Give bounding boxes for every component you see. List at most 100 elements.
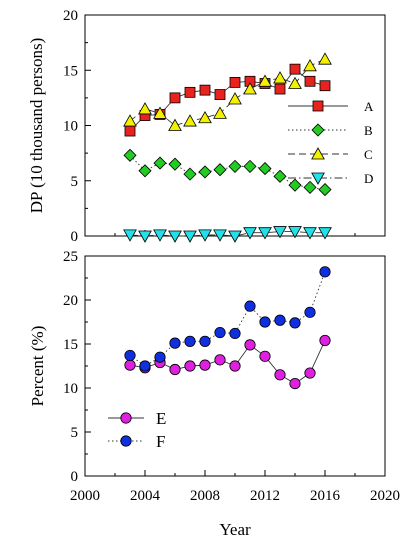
legend-marker-F xyxy=(120,435,132,447)
data-point-A xyxy=(304,75,316,87)
x-tick-label: 2004 xyxy=(130,488,161,504)
data-point-C xyxy=(258,74,272,87)
data-point-D xyxy=(168,230,182,243)
data-point-B xyxy=(228,159,242,173)
data-point-E xyxy=(229,360,241,372)
y-tick-label: 15 xyxy=(63,63,78,79)
data-point-C xyxy=(318,52,332,65)
y-axis-label: DP (10 thousand persons) xyxy=(27,38,46,214)
data-point-F xyxy=(199,335,211,347)
data-point-A xyxy=(319,80,331,92)
data-point-F xyxy=(154,351,166,363)
data-point-F xyxy=(214,326,226,339)
data-point-B xyxy=(153,156,167,170)
data-point-E xyxy=(124,359,136,371)
y-tick-label: 20 xyxy=(63,293,78,309)
y-tick-label: 10 xyxy=(63,119,78,135)
data-point-D xyxy=(138,230,152,243)
legend-label-B: B xyxy=(364,123,373,138)
data-point-F xyxy=(244,300,256,312)
x-tick-label: 2012 xyxy=(250,488,280,504)
data-point-C xyxy=(228,92,242,105)
x-tick-label: 2000 xyxy=(70,488,100,504)
data-point-B xyxy=(138,164,152,178)
data-point-C xyxy=(198,110,212,124)
legend-label-F: F xyxy=(156,432,165,451)
data-point-E xyxy=(304,367,316,379)
data-point-D xyxy=(198,229,212,242)
data-point-F xyxy=(124,349,136,362)
data-point-B xyxy=(243,159,257,173)
data-point-E xyxy=(169,363,181,376)
data-point-E xyxy=(319,334,331,347)
data-point-A xyxy=(169,92,181,104)
data-point-D xyxy=(318,227,332,240)
x-tick-label: 2008 xyxy=(190,488,220,504)
y-tick-label: 25 xyxy=(63,249,78,265)
data-point-C xyxy=(288,76,302,89)
y-tick-label: 20 xyxy=(63,8,78,24)
data-point-B xyxy=(198,165,212,179)
data-point-A xyxy=(274,83,286,95)
data-point-C xyxy=(123,114,137,127)
data-point-C xyxy=(303,59,317,72)
data-point-C xyxy=(168,118,182,131)
data-point-B xyxy=(123,148,137,162)
x-tick-label: 2016 xyxy=(310,488,341,504)
data-point-D xyxy=(288,226,302,239)
data-point-A xyxy=(229,77,241,88)
data-point-C xyxy=(183,114,197,127)
y-tick-label: 10 xyxy=(63,381,78,397)
data-point-F xyxy=(139,360,151,372)
data-point-A xyxy=(124,125,136,137)
y-tick-label: 0 xyxy=(71,469,79,485)
data-point-E xyxy=(214,354,226,366)
data-point-A xyxy=(214,89,226,100)
data-point-D xyxy=(123,229,137,242)
data-point-F xyxy=(274,314,286,326)
data-point-D xyxy=(273,226,287,239)
legend-marker-A xyxy=(312,100,324,112)
data-point-D xyxy=(213,229,227,242)
data-point-D xyxy=(258,227,272,240)
data-point-C xyxy=(243,82,257,95)
bottom-panel: 0 5 10 15 20 25 Percent (%) EF xyxy=(28,249,386,485)
data-point-D xyxy=(183,230,197,243)
data-point-B xyxy=(303,180,317,194)
data-point-F xyxy=(229,327,241,340)
data-point-D xyxy=(228,230,242,243)
data-point-B xyxy=(213,163,227,177)
x-tick-label: 2020 xyxy=(370,488,400,504)
data-point-C xyxy=(273,71,287,84)
data-point-F xyxy=(169,337,181,349)
legend-label-C: C xyxy=(364,147,373,162)
legend-marker-B xyxy=(311,123,325,137)
y-tick-label: 15 xyxy=(63,337,78,353)
data-point-E xyxy=(244,339,256,351)
data-point-F xyxy=(259,316,271,328)
data-point-B xyxy=(318,183,332,197)
data-point-E xyxy=(289,377,301,390)
data-point-A xyxy=(199,84,211,96)
data-point-B xyxy=(183,167,197,181)
legend-marker-D xyxy=(311,172,325,185)
legend-label-A: A xyxy=(364,99,374,114)
data-point-C xyxy=(153,106,167,119)
data-point-B xyxy=(258,162,272,176)
data-point-E xyxy=(274,369,286,381)
legend-marker-C xyxy=(311,147,325,160)
data-point-F xyxy=(184,335,196,347)
data-point-B xyxy=(288,178,302,192)
y-axis-label: Percent (%) xyxy=(28,326,47,407)
shared-x-axis: 2000 2004 2008 2012 2016 2020 Year xyxy=(70,488,400,539)
data-point-E xyxy=(259,350,271,362)
data-point-F xyxy=(304,306,316,318)
legend-marker-E xyxy=(120,412,132,424)
data-point-C xyxy=(213,106,227,119)
legend-label-E: E xyxy=(156,409,166,428)
data-point-A xyxy=(184,86,196,98)
data-point-E xyxy=(184,360,196,372)
data-point-F xyxy=(289,317,301,329)
